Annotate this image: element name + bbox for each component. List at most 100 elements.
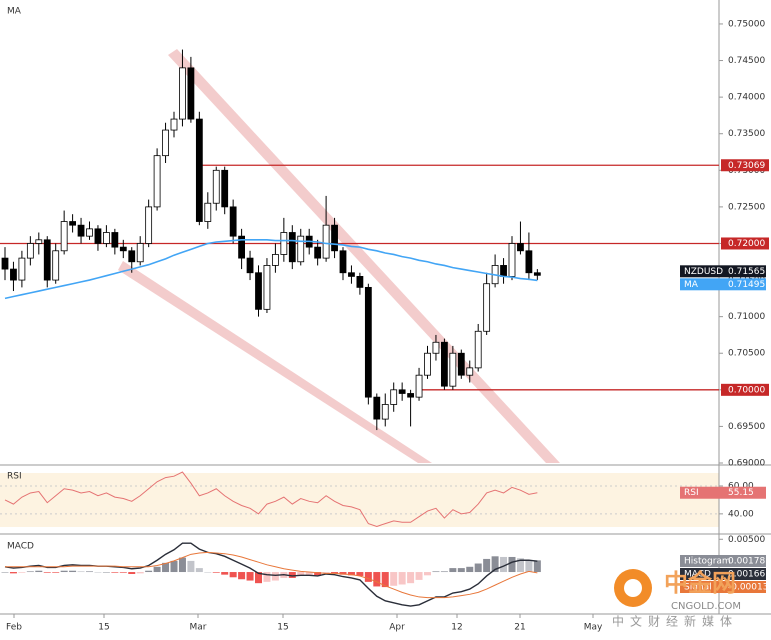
candle-body xyxy=(297,235,305,263)
histogram-bar xyxy=(339,572,347,575)
candle-body xyxy=(483,283,491,332)
y-tick-label: 60.00 xyxy=(728,481,754,491)
histogram-bar xyxy=(18,572,26,573)
candle-body xyxy=(229,206,237,237)
candle-body xyxy=(136,243,144,263)
x-tick-label: 15 xyxy=(98,623,109,633)
histogram-bar xyxy=(204,572,212,573)
histogram-bar xyxy=(255,572,262,584)
level-label: 0.72000 xyxy=(728,239,765,249)
candle-body xyxy=(195,118,203,222)
histogram-bar xyxy=(153,566,161,573)
ma-label-box xyxy=(680,278,766,291)
candle-body xyxy=(238,235,246,259)
candle-body xyxy=(424,352,431,376)
candle-body xyxy=(212,169,220,204)
histogram-bar xyxy=(1,572,9,573)
y-tick-label: 0.75000 xyxy=(728,19,765,29)
histogram-bar xyxy=(178,557,186,573)
y-tick-label: 0.73500 xyxy=(728,129,765,139)
candle-body xyxy=(364,286,372,398)
y-tick-label: 0.74000 xyxy=(728,93,765,103)
histogram-bar xyxy=(43,572,51,573)
signal-line xyxy=(5,551,538,599)
candle-body xyxy=(398,389,406,394)
candle-body xyxy=(457,352,465,376)
histogram-bar xyxy=(9,572,17,574)
candle-body xyxy=(94,228,102,244)
candle-body xyxy=(440,341,448,387)
histogram-bar xyxy=(26,571,34,573)
histogram-bar xyxy=(314,572,322,576)
candle-body xyxy=(322,224,330,259)
histogram-bar xyxy=(373,572,381,587)
candle-body xyxy=(35,239,43,244)
histogram-bar xyxy=(424,572,431,576)
rsi-line xyxy=(4,471,538,527)
histogram-bar xyxy=(516,558,524,573)
histogram-bar xyxy=(128,572,136,574)
candle-body xyxy=(356,276,364,288)
candle-body xyxy=(415,374,423,398)
histogram-bar xyxy=(162,562,170,573)
histogram-bar xyxy=(69,570,77,573)
histogram-label-value: 0.00178 xyxy=(728,557,765,567)
candle-body xyxy=(60,221,68,252)
x-tick-label: 21 xyxy=(514,623,525,633)
histogram-bar xyxy=(407,572,415,584)
histogram-bar xyxy=(60,570,68,573)
level-label-box xyxy=(721,159,769,172)
histogram-bar xyxy=(145,570,153,573)
candle-body xyxy=(466,367,474,376)
histogram-bar xyxy=(102,572,110,573)
watermark: 中金网 CNGOLD.COM 中文财经新媒体 xyxy=(612,569,741,629)
histogram-bar xyxy=(136,572,144,574)
candle-body xyxy=(43,239,51,281)
macd-label-box xyxy=(680,568,766,580)
candle-body xyxy=(103,232,110,244)
panel-title: MACD xyxy=(7,542,34,552)
y-tick-label: 0.69500 xyxy=(728,422,765,432)
histogram-bar xyxy=(474,563,482,573)
candle-body xyxy=(280,232,288,255)
y-tick-label: 0.00500 xyxy=(728,535,765,545)
candle-body xyxy=(373,396,381,420)
candle-body xyxy=(407,393,415,398)
histogram-bar xyxy=(246,572,254,581)
y-tick-label: 40.00 xyxy=(728,509,754,519)
histogram-bar xyxy=(500,556,508,573)
rsi-label-value: 55.15 xyxy=(728,488,754,498)
candle-body xyxy=(1,257,9,270)
rsi-label-box xyxy=(680,486,766,499)
histogram-bar xyxy=(390,572,398,586)
level-label-box xyxy=(721,237,769,250)
histogram-bar xyxy=(119,572,127,573)
histogram-bar xyxy=(440,571,448,573)
x-tick-label: Apr xyxy=(389,623,405,633)
panel-title: RSI xyxy=(7,472,22,482)
signal-label-value: -0.00013 xyxy=(728,583,768,593)
histogram-bar xyxy=(466,566,474,573)
histogram-bar xyxy=(432,571,440,573)
candle-body xyxy=(204,202,212,222)
candle-body xyxy=(500,265,507,277)
ma-label-value: 0.71495 xyxy=(728,280,765,290)
y-tick-label: 0.70500 xyxy=(728,349,765,359)
signal-label-box xyxy=(680,581,766,593)
panel-title: MA xyxy=(7,7,22,17)
candle-body xyxy=(288,232,296,263)
watermark-site: CNGOLD.COM xyxy=(671,601,741,612)
histogram-bar xyxy=(525,560,533,573)
y-tick-label: 0.72500 xyxy=(728,202,765,212)
y-tick-label: 0.71000 xyxy=(728,312,765,322)
histogram-bar xyxy=(52,572,60,573)
level-label: 0.73069 xyxy=(728,161,765,171)
histogram-bar xyxy=(263,572,271,582)
candle-body xyxy=(314,246,322,259)
histogram-bar xyxy=(415,572,423,580)
candle-body xyxy=(508,243,516,277)
candle-body xyxy=(246,257,254,274)
histogram-bar xyxy=(229,572,237,578)
